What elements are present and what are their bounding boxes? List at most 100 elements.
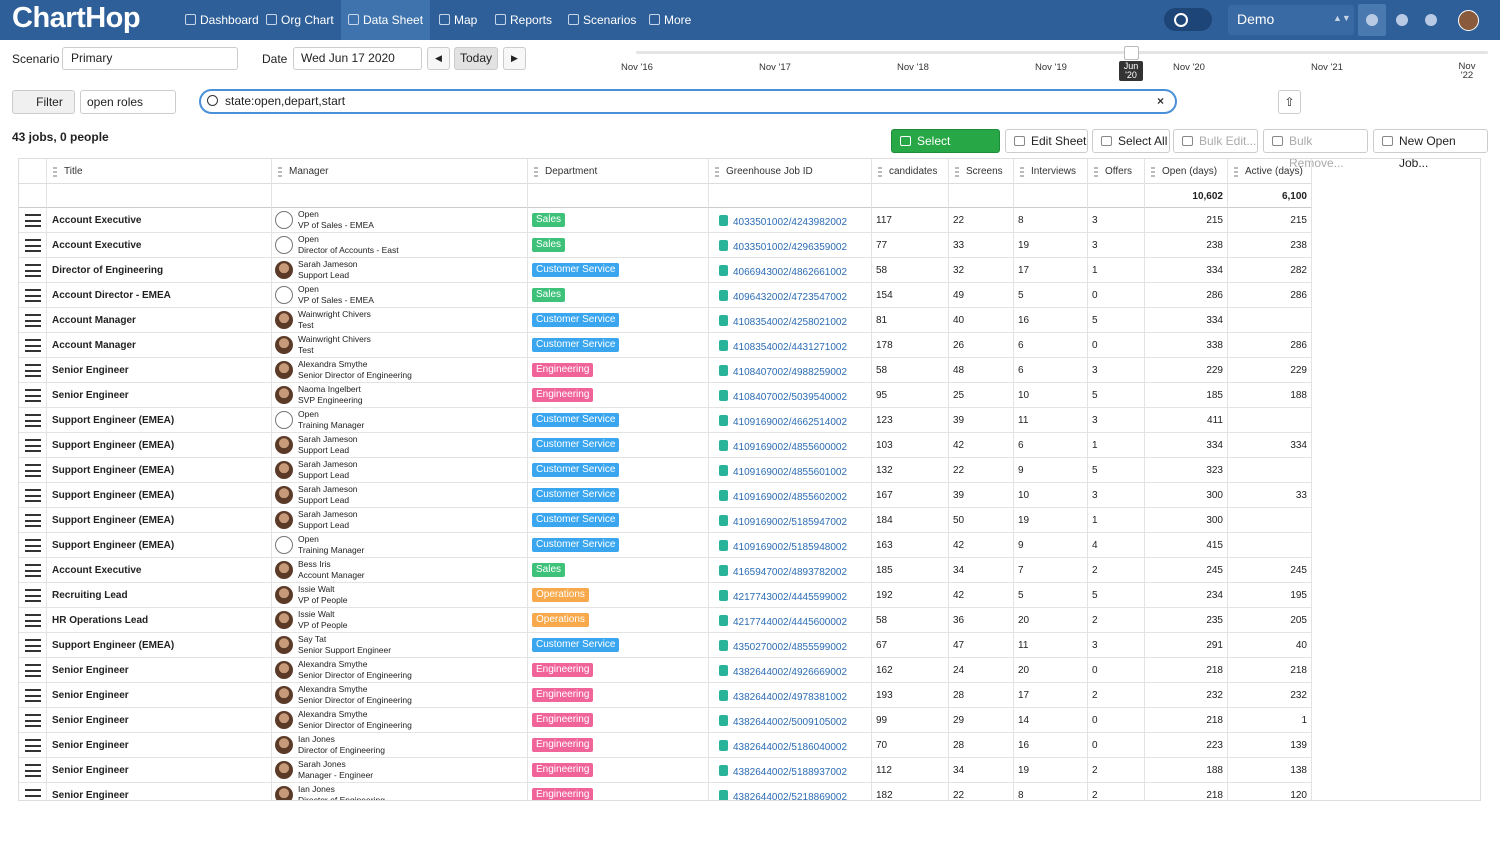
search-input[interactable]: state:open,depart,start bbox=[199, 89, 1177, 114]
row-menu[interactable] bbox=[25, 764, 41, 777]
job-id-link[interactable]: 4108354002/4258021002 bbox=[733, 310, 847, 333]
job-id-link[interactable]: 4217743002/4445599002 bbox=[733, 585, 847, 608]
nav-item[interactable]: More bbox=[642, 0, 698, 40]
row-menu[interactable] bbox=[25, 714, 41, 727]
column-header[interactable]: Offers bbox=[1088, 159, 1145, 184]
help-icon[interactable] bbox=[1425, 14, 1437, 26]
row-menu[interactable] bbox=[25, 389, 41, 402]
scenario-select[interactable]: Primary bbox=[62, 47, 238, 70]
manager-avatar[interactable] bbox=[275, 611, 293, 629]
job-id-link[interactable]: 4382644002/5009105002 bbox=[733, 710, 847, 733]
manager-avatar[interactable] bbox=[275, 761, 293, 779]
prev-button[interactable]: ◀ bbox=[427, 47, 450, 70]
row-menu[interactable] bbox=[25, 314, 41, 327]
column-header[interactable]: Open (days) bbox=[1145, 159, 1228, 184]
column-header[interactable]: Title bbox=[47, 159, 272, 184]
row-menu[interactable] bbox=[25, 589, 41, 602]
manager-avatar[interactable] bbox=[275, 361, 293, 379]
job-id-link[interactable]: 4165947002/4893782002 bbox=[733, 560, 847, 583]
view-button[interactable] bbox=[1358, 4, 1386, 36]
row-menu[interactable] bbox=[25, 214, 41, 227]
manager-avatar[interactable] bbox=[275, 786, 293, 801]
manager-avatar[interactable] bbox=[275, 511, 293, 529]
job-id-link[interactable]: 4109169002/4662514002 bbox=[733, 410, 847, 433]
job-id-link[interactable]: 4108407002/4988259002 bbox=[733, 360, 847, 383]
row-menu[interactable] bbox=[25, 464, 41, 477]
job-id-link[interactable]: 4033501002/4243982002 bbox=[733, 210, 847, 233]
manager-avatar[interactable] bbox=[275, 411, 293, 429]
nav-item[interactable]: Dashboard bbox=[178, 0, 266, 40]
manager-avatar[interactable] bbox=[275, 386, 293, 404]
job-id-link[interactable]: 4382644002/5218869002 bbox=[733, 785, 847, 801]
manager-avatar[interactable] bbox=[275, 211, 293, 229]
next-button[interactable]: ▶ bbox=[503, 47, 526, 70]
job-id-link[interactable]: 4350270002/4855599002 bbox=[733, 635, 847, 658]
action-button[interactable]: New Open Job... bbox=[1373, 129, 1488, 153]
manager-avatar[interactable] bbox=[275, 286, 293, 304]
manager-avatar[interactable] bbox=[275, 586, 293, 604]
row-menu[interactable] bbox=[25, 539, 41, 552]
row-menu[interactable] bbox=[25, 739, 41, 752]
action-button[interactable]: Select All bbox=[1092, 129, 1170, 153]
search-button[interactable] bbox=[1164, 8, 1212, 31]
column-header[interactable]: Greenhouse Job ID bbox=[709, 159, 872, 184]
row-menu[interactable] bbox=[25, 289, 41, 302]
nav-item[interactable]: Map bbox=[432, 0, 484, 40]
job-id-link[interactable]: 4108407002/5039540002 bbox=[733, 385, 847, 408]
manager-avatar[interactable] bbox=[275, 711, 293, 729]
manager-avatar[interactable] bbox=[275, 561, 293, 579]
job-id-link[interactable]: 4382644002/5188937002 bbox=[733, 760, 847, 783]
nav-item[interactable]: Org Chart bbox=[259, 0, 341, 40]
job-id-link[interactable]: 4109169002/5185948002 bbox=[733, 535, 847, 558]
preset-select[interactable]: open roles bbox=[80, 90, 176, 114]
job-id-link[interactable]: 4217744002/4445600002 bbox=[733, 610, 847, 633]
timeline-handle[interactable] bbox=[1124, 46, 1139, 60]
job-id-link[interactable]: 4382644002/4978381002 bbox=[733, 685, 847, 708]
manager-avatar[interactable] bbox=[275, 436, 293, 454]
manager-avatar[interactable] bbox=[275, 461, 293, 479]
action-button[interactable]: Bulk Edit... bbox=[1173, 129, 1258, 153]
user-avatar[interactable] bbox=[1458, 10, 1479, 31]
column-header[interactable]: Interviews bbox=[1014, 159, 1088, 184]
action-button[interactable]: Edit Sheet bbox=[1005, 129, 1088, 153]
today-button[interactable]: Today bbox=[454, 47, 498, 70]
row-menu[interactable] bbox=[25, 489, 41, 502]
job-id-link[interactable]: 4108354002/4431271002 bbox=[733, 335, 847, 358]
manager-avatar[interactable] bbox=[275, 736, 293, 754]
column-header[interactable]: candidates bbox=[872, 159, 949, 184]
row-menu[interactable] bbox=[25, 789, 41, 801]
manager-avatar[interactable] bbox=[275, 636, 293, 654]
job-id-link[interactable]: 4109169002/5185947002 bbox=[733, 510, 847, 533]
row-menu[interactable] bbox=[25, 264, 41, 277]
job-id-link[interactable]: 4109169002/4855602002 bbox=[733, 485, 847, 508]
manager-avatar[interactable] bbox=[275, 686, 293, 704]
job-id-link[interactable]: 4382644002/5186040002 bbox=[733, 735, 847, 758]
timeline-track[interactable] bbox=[636, 51, 1488, 54]
manager-avatar[interactable] bbox=[275, 336, 293, 354]
row-menu[interactable] bbox=[25, 439, 41, 452]
row-menu[interactable] bbox=[25, 689, 41, 702]
column-header[interactable]: Manager bbox=[272, 159, 528, 184]
date-input[interactable]: Wed Jun 17 2020 bbox=[293, 47, 422, 70]
nav-item[interactable]: Data Sheet bbox=[341, 0, 430, 40]
column-header[interactable]: Screens bbox=[949, 159, 1014, 184]
row-menu[interactable] bbox=[25, 514, 41, 527]
row-menu[interactable] bbox=[25, 364, 41, 377]
export-button[interactable]: ⇧ bbox=[1278, 90, 1301, 114]
manager-avatar[interactable] bbox=[275, 486, 293, 504]
manager-avatar[interactable] bbox=[275, 661, 293, 679]
row-menu[interactable] bbox=[25, 339, 41, 352]
job-id-link[interactable]: 4109169002/4855600002 bbox=[733, 435, 847, 458]
manager-avatar[interactable] bbox=[275, 236, 293, 254]
job-id-link[interactable]: 4109169002/4855601002 bbox=[733, 460, 847, 483]
action-button[interactable]: Select Columns bbox=[891, 129, 1000, 153]
job-id-link[interactable]: 4096432002/4723547002 bbox=[733, 285, 847, 308]
job-id-link[interactable]: 4066943002/4862661002 bbox=[733, 260, 847, 283]
settings-icon[interactable] bbox=[1396, 14, 1408, 26]
logo[interactable]: ChartHop bbox=[12, 2, 140, 35]
manager-avatar[interactable] bbox=[275, 536, 293, 554]
column-header[interactable]: Department bbox=[528, 159, 709, 184]
manager-avatar[interactable] bbox=[275, 311, 293, 329]
nav-item[interactable]: Scenarios bbox=[561, 0, 643, 40]
row-menu[interactable] bbox=[25, 239, 41, 252]
